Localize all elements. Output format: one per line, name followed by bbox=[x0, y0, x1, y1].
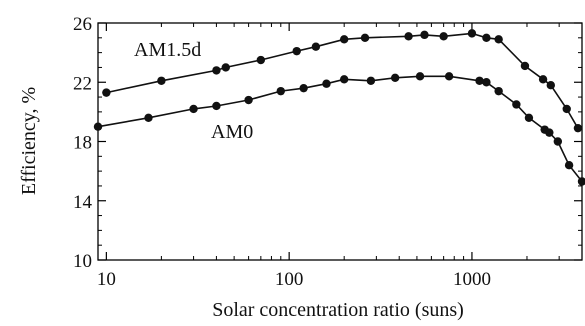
data-point bbox=[157, 76, 166, 85]
data-point bbox=[292, 46, 301, 56]
data-point bbox=[475, 76, 484, 85]
data-point bbox=[577, 177, 585, 186]
data-point bbox=[221, 63, 230, 72]
data-point bbox=[439, 32, 448, 41]
data-point bbox=[390, 73, 400, 83]
x-axis-title: Solar concentration ratio (suns) bbox=[212, 299, 464, 321]
data-point bbox=[339, 75, 349, 84]
data-point bbox=[512, 100, 521, 109]
data-point bbox=[538, 75, 548, 84]
series-label-am0: AM0 bbox=[211, 121, 253, 143]
data-point bbox=[322, 79, 331, 88]
data-point bbox=[299, 83, 308, 93]
y-axis-title: Efficiency, % bbox=[18, 87, 40, 195]
data-point bbox=[467, 29, 477, 38]
series-am15d bbox=[102, 29, 583, 133]
series-label-am15d: AM1.5d bbox=[134, 39, 201, 61]
y-axis-ticks: 10 14 18 22 26 bbox=[73, 14, 582, 272]
series-line bbox=[97, 75, 583, 182]
data-point bbox=[276, 86, 285, 96]
data-point bbox=[573, 123, 583, 133]
data-point bbox=[102, 88, 111, 97]
data-point bbox=[482, 78, 491, 87]
y-tick-label: 10 bbox=[73, 251, 92, 272]
data-point bbox=[564, 161, 574, 170]
data-point bbox=[520, 61, 530, 71]
data-point bbox=[482, 33, 491, 43]
data-point bbox=[93, 122, 103, 131]
data-point bbox=[545, 128, 554, 137]
data-point bbox=[553, 137, 563, 146]
data-point bbox=[546, 81, 555, 90]
series-layer bbox=[93, 29, 585, 186]
y-tick-label: 26 bbox=[73, 14, 92, 35]
data-point bbox=[562, 104, 571, 114]
data-point bbox=[524, 113, 534, 123]
series-am0 bbox=[93, 72, 585, 186]
data-point bbox=[256, 55, 266, 65]
data-point bbox=[244, 95, 253, 105]
x-tick-label: 100 bbox=[275, 269, 304, 290]
y-tick-label: 18 bbox=[73, 133, 92, 154]
x-tick-label: 10 bbox=[97, 269, 116, 290]
data-point bbox=[420, 30, 429, 40]
data-point bbox=[415, 72, 425, 81]
data-point bbox=[189, 104, 198, 114]
x-tick-label: 1000 bbox=[453, 269, 491, 290]
data-point bbox=[339, 35, 349, 44]
data-point bbox=[494, 86, 503, 96]
y-tick-label: 22 bbox=[73, 73, 92, 94]
data-point bbox=[360, 33, 370, 43]
data-point bbox=[144, 113, 153, 123]
data-point bbox=[212, 66, 221, 75]
data-point bbox=[366, 76, 376, 85]
x-axis-ticks: 10 100 1000 bbox=[97, 23, 583, 290]
data-point bbox=[444, 72, 454, 81]
data-point bbox=[404, 32, 413, 41]
data-point bbox=[494, 35, 503, 44]
y-tick-label: 14 bbox=[73, 192, 93, 213]
data-point bbox=[212, 101, 221, 111]
data-point bbox=[311, 42, 321, 51]
